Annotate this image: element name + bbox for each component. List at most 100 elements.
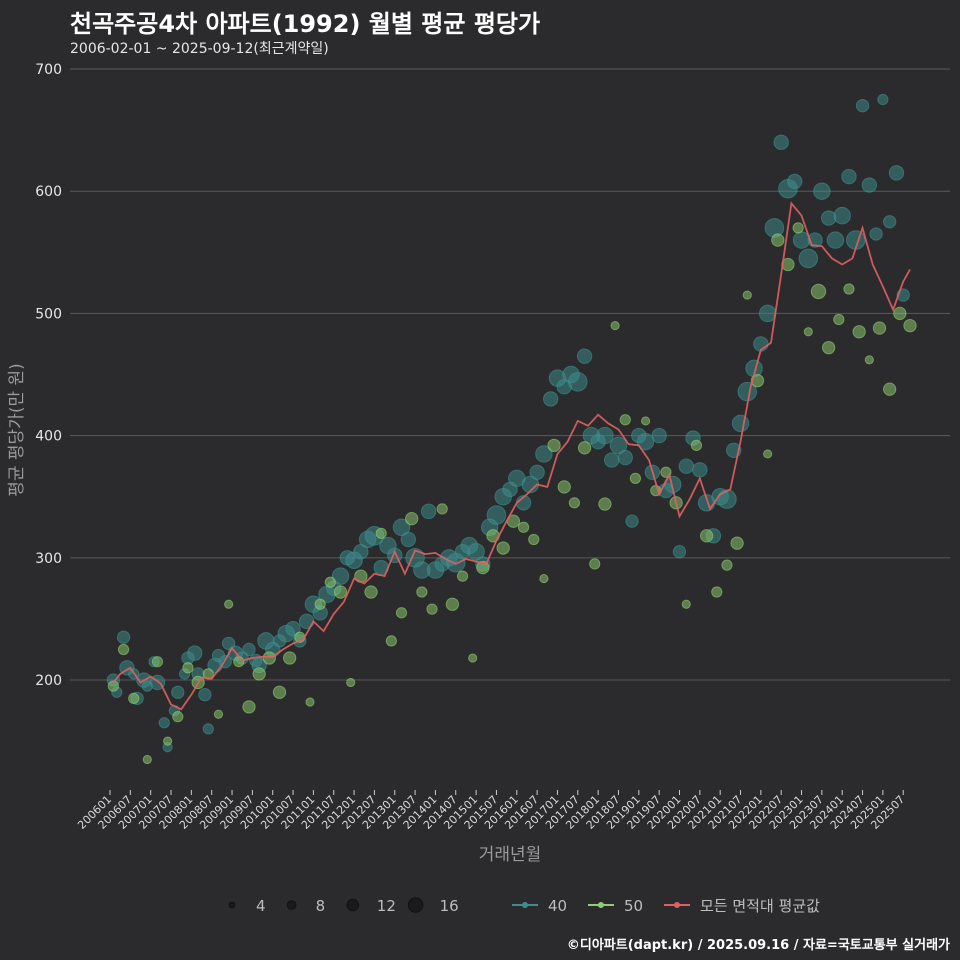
data-point-50 [456,570,469,582]
data-point-50 [305,697,315,707]
data-point-40 [420,503,437,520]
data-point-40 [171,685,185,699]
data-point-50 [810,283,827,300]
color-legend-label: 50 [624,897,643,915]
data-point-50 [821,340,836,355]
y-tick-label: 600 [35,184,62,200]
data-point-40 [855,99,870,113]
data-point-50 [416,586,428,598]
data-point-40 [568,372,588,392]
y-tick-label: 500 [35,306,62,322]
data-point-40 [841,168,857,185]
grid-layer [70,68,950,681]
chart-title: 천곡주공4차 아파트(1992) 월별 평균 평당가 [70,10,541,38]
data-point-50 [528,533,540,546]
data-point-50 [426,603,438,615]
data-point-40 [400,531,417,548]
color-legend-label: 모든 면적대 평균값 [700,897,820,915]
data-point-50 [252,667,266,681]
data-point-50 [517,521,530,533]
data-point-40 [717,489,737,509]
data-point-50 [324,576,336,588]
color-legend-dot [674,902,680,908]
size-legend-swatch [286,900,297,910]
size-legend-swatch [228,901,236,909]
data-point-50 [283,651,297,665]
data-point-50 [742,290,752,300]
data-point-40 [651,427,667,444]
data-point-40 [603,452,620,468]
data-point-50 [468,653,478,663]
line-layer [112,201,911,711]
data-point-40 [888,165,905,181]
data-point-40 [298,613,315,630]
data-point-50 [117,643,130,656]
data-point-40 [242,642,256,657]
data-point-50 [803,327,813,337]
data-point-50 [577,441,592,455]
data-point-40 [636,432,655,451]
data-point-50 [233,656,245,668]
data-point-40 [609,436,628,455]
y-axis-label: 평균 평당가(만 원) [7,363,27,497]
data-point-40 [285,620,301,637]
data-point-50 [436,503,448,515]
color-legend-dot [522,902,528,908]
chart-subtitle: 2006-02-01 ~ 2025-09-12(최근계약일) [70,41,329,57]
y-tick-label: 700 [35,62,62,78]
y-tick-label: 400 [35,429,62,445]
data-point-50 [598,497,612,511]
data-point-50 [314,598,326,610]
data-point-40 [198,688,212,702]
size-legend-label: 16 [440,897,459,915]
data-point-50 [792,222,804,234]
points-layer [106,93,917,765]
data-point-40 [820,210,837,226]
data-point-40 [692,462,708,478]
data-point-50 [730,536,744,550]
data-point-50 [864,355,874,365]
data-point-50 [142,754,152,765]
data-point-50 [333,585,348,599]
data-point-50 [128,692,140,704]
data-point-40 [535,445,553,463]
data-point-40 [187,645,203,661]
data-point-40 [678,458,694,474]
data-point-50 [771,233,785,247]
data-point-50 [172,711,184,723]
data-point-50 [903,318,917,333]
data-point-50 [610,321,620,331]
data-point-50 [262,651,276,665]
data-point-50 [242,700,256,714]
data-point-40 [883,215,897,229]
y-tick-label: 200 [35,673,62,689]
data-point-40 [158,717,170,729]
x-axis-label: 거래년월 [479,845,542,865]
data-point-50 [107,680,120,692]
data-point-50 [629,472,642,485]
data-point-40 [672,545,687,559]
data-point-50 [539,574,549,584]
data-point-40 [625,514,639,528]
data-point-40 [758,304,777,323]
data-point-50 [883,382,897,396]
data-point-40 [773,134,789,151]
size-legend-label: 4 [256,897,266,915]
data-point-40 [731,414,750,433]
data-point-50 [681,599,691,609]
data-point-50 [151,656,164,668]
data-point-50 [833,313,845,326]
data-point-40 [576,348,593,364]
data-point-50 [721,559,733,571]
data-point-50 [619,414,631,426]
size-legend-label: 8 [316,897,326,915]
data-point-50 [711,586,723,598]
data-point-40 [813,182,831,200]
data-point-40 [798,248,819,269]
data-point-40 [116,630,131,644]
data-point-50 [547,438,561,453]
axis-layer: 2003004005006007002006012006072007012007… [7,62,907,865]
data-point-50 [375,527,387,539]
